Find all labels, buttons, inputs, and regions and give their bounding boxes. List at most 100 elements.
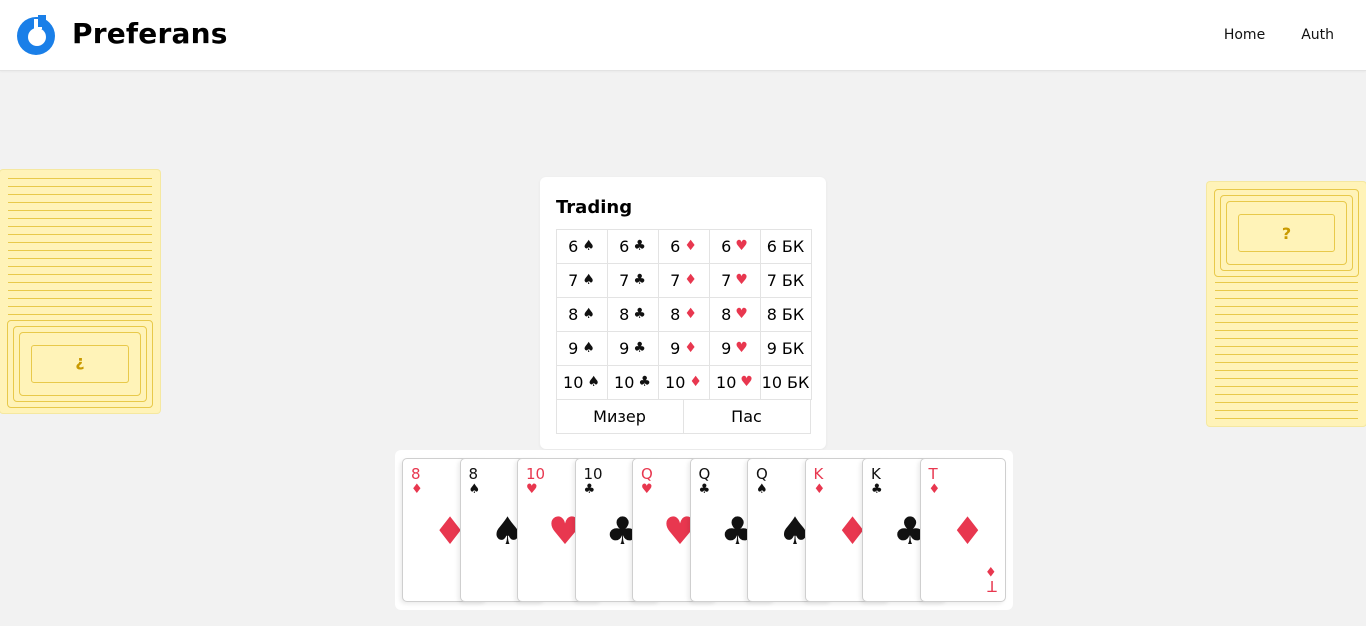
- top-navbar: Preferans Home Auth: [0, 0, 1366, 71]
- misere-button[interactable]: Мизер: [555, 398, 684, 434]
- no-trump-label: БК: [781, 270, 805, 290]
- bid-number: 7: [568, 270, 579, 290]
- card-rank: Q: [756, 465, 768, 483]
- bid-7-3[interactable]: 7 ♥: [708, 262, 761, 298]
- main-nav: Home Auth: [1188, 24, 1334, 46]
- stacked-card-edge: [8, 306, 152, 307]
- bid-7-4[interactable]: 7 БК: [759, 262, 812, 298]
- stacked-card-edge: [8, 314, 152, 315]
- card-rank: Q: [698, 465, 711, 483]
- bid-7-1[interactable]: 7 ♣: [606, 262, 659, 298]
- bid-number: 10: [665, 372, 686, 392]
- bid-10-4[interactable]: 10 БК: [759, 364, 812, 400]
- stacked-card-edge: [1215, 330, 1358, 331]
- deck-face-symbol: ?: [1238, 214, 1335, 252]
- stacked-card-edge: [8, 186, 152, 187]
- card-suit-icon: ♥: [526, 482, 538, 497]
- card-corner: 10 ♣: [584, 466, 603, 496]
- suit-icon: ♥: [735, 306, 748, 322]
- bid-9-0[interactable]: 9 ♠: [555, 330, 608, 366]
- no-trump-label: БК: [781, 304, 805, 324]
- card-rank: K: [813, 465, 824, 483]
- app-logo-icon[interactable]: [16, 15, 56, 55]
- stacked-card-edge: [8, 242, 152, 243]
- brand-title[interactable]: Preferans: [72, 17, 228, 50]
- bid-8-2[interactable]: 8 ♦: [657, 296, 710, 332]
- stacked-card-edge: [1215, 418, 1358, 419]
- card-suit-icon: ♣: [698, 482, 711, 497]
- bid-number: 7: [766, 270, 777, 290]
- bid-9-1[interactable]: 9 ♣: [606, 330, 659, 366]
- card-rank: Q: [641, 465, 653, 483]
- bid-8-1[interactable]: 8 ♣: [606, 296, 659, 332]
- card-rank: T: [928, 465, 938, 483]
- suit-icon: ♦: [684, 340, 697, 356]
- card-center-suit-icon: ♦: [950, 509, 985, 553]
- nav-home-link[interactable]: Home: [1223, 27, 1266, 43]
- suit-icon: ♠: [582, 272, 595, 288]
- card-corner: 8 ♠: [469, 466, 481, 496]
- stacked-card-edge: [8, 266, 152, 267]
- no-trump-label: БК: [787, 372, 810, 392]
- card-suit-icon: ♠: [756, 482, 768, 497]
- bid-10-2[interactable]: 10 ♦: [657, 364, 710, 400]
- suit-icon: ♣: [633, 340, 646, 356]
- bid-9-2[interactable]: 9 ♦: [657, 330, 710, 366]
- stacked-card-edge: [8, 226, 152, 227]
- bid-number: 7: [670, 270, 681, 290]
- deck-face-symbol: ?: [31, 345, 129, 383]
- bid-number: 7: [721, 270, 732, 290]
- bid-10-3[interactable]: 10 ♥: [708, 364, 761, 400]
- bid-7-0[interactable]: 7 ♠: [555, 262, 608, 298]
- stacked-card-edge: [8, 282, 152, 283]
- stacked-card-edge: [1215, 314, 1358, 315]
- card-rank: 8: [411, 465, 421, 483]
- bid-8-4[interactable]: 8 БК: [759, 296, 812, 332]
- bid-10-1[interactable]: 10 ♣: [606, 364, 659, 400]
- bid-number: 10: [614, 372, 635, 392]
- card-suit-icon: ♦: [984, 563, 997, 578]
- bid-number: 9: [619, 338, 630, 358]
- bid-number: 9: [568, 338, 579, 358]
- bid-6-0[interactable]: 6 ♠: [555, 228, 608, 264]
- card-corner: Q ♥: [641, 466, 653, 496]
- bid-9-3[interactable]: 9 ♥: [708, 330, 761, 366]
- card-corner: 10 ♥: [526, 466, 545, 496]
- suit-icon: ♦: [684, 306, 697, 322]
- suit-icon: ♥: [735, 272, 748, 288]
- stacked-card-edge: [1215, 290, 1358, 291]
- bid-number: 6: [670, 236, 681, 256]
- bid-number: 9: [766, 338, 777, 358]
- suit-icon: ♣: [638, 374, 651, 390]
- suit-icon: ♠: [582, 340, 595, 356]
- bid-number: 10: [761, 372, 782, 392]
- stacked-card-edge: [1215, 306, 1358, 307]
- bid-8-0[interactable]: 8 ♠: [555, 296, 608, 332]
- bid-number: 10: [716, 372, 737, 392]
- no-trump-label: БК: [781, 236, 805, 256]
- bid-6-3[interactable]: 6 ♥: [708, 228, 761, 264]
- bid-10-0[interactable]: 10 ♠: [555, 364, 608, 400]
- stacked-card-edge: [8, 258, 152, 259]
- bid-6-1[interactable]: 6 ♣: [606, 228, 659, 264]
- pass-button[interactable]: Пас: [682, 398, 811, 434]
- stacked-card-edge: [8, 202, 152, 203]
- bid-6-4[interactable]: 6 БК: [759, 228, 812, 264]
- suit-icon: ♠: [587, 374, 600, 390]
- bid-number: 7: [619, 270, 630, 290]
- suit-icon: ♣: [633, 238, 646, 254]
- player-hand: 8 ♦ ♦ 8 ♠ ♠ 10 ♥ ♥ 10 ♣ ♣ Q ♥ ♥ Q ♣ ♣ Q ♠ ♠ K ♦ ♦ K ♣ ♣ T ♦ ♦ T ♦: [395, 450, 1013, 610]
- stacked-card-edge: [1215, 394, 1358, 395]
- bid-actions: Мизер Пас: [555, 398, 811, 434]
- suit-icon: ♦: [684, 238, 697, 254]
- bid-9-4[interactable]: 9 БК: [759, 330, 812, 366]
- card-rank: T: [987, 577, 997, 595]
- nav-auth-link[interactable]: Auth: [1301, 27, 1334, 43]
- bid-8-3[interactable]: 8 ♥: [708, 296, 761, 332]
- stacked-card-edge: [8, 178, 152, 179]
- bid-7-2[interactable]: 7 ♦: [657, 262, 710, 298]
- card-suit-icon: ♥: [641, 482, 653, 497]
- deck-face-frame: [1220, 195, 1353, 271]
- playing-card-T-9[interactable]: T ♦ ♦ T ♦: [919, 458, 1006, 602]
- bid-6-2[interactable]: 6 ♦: [657, 228, 710, 264]
